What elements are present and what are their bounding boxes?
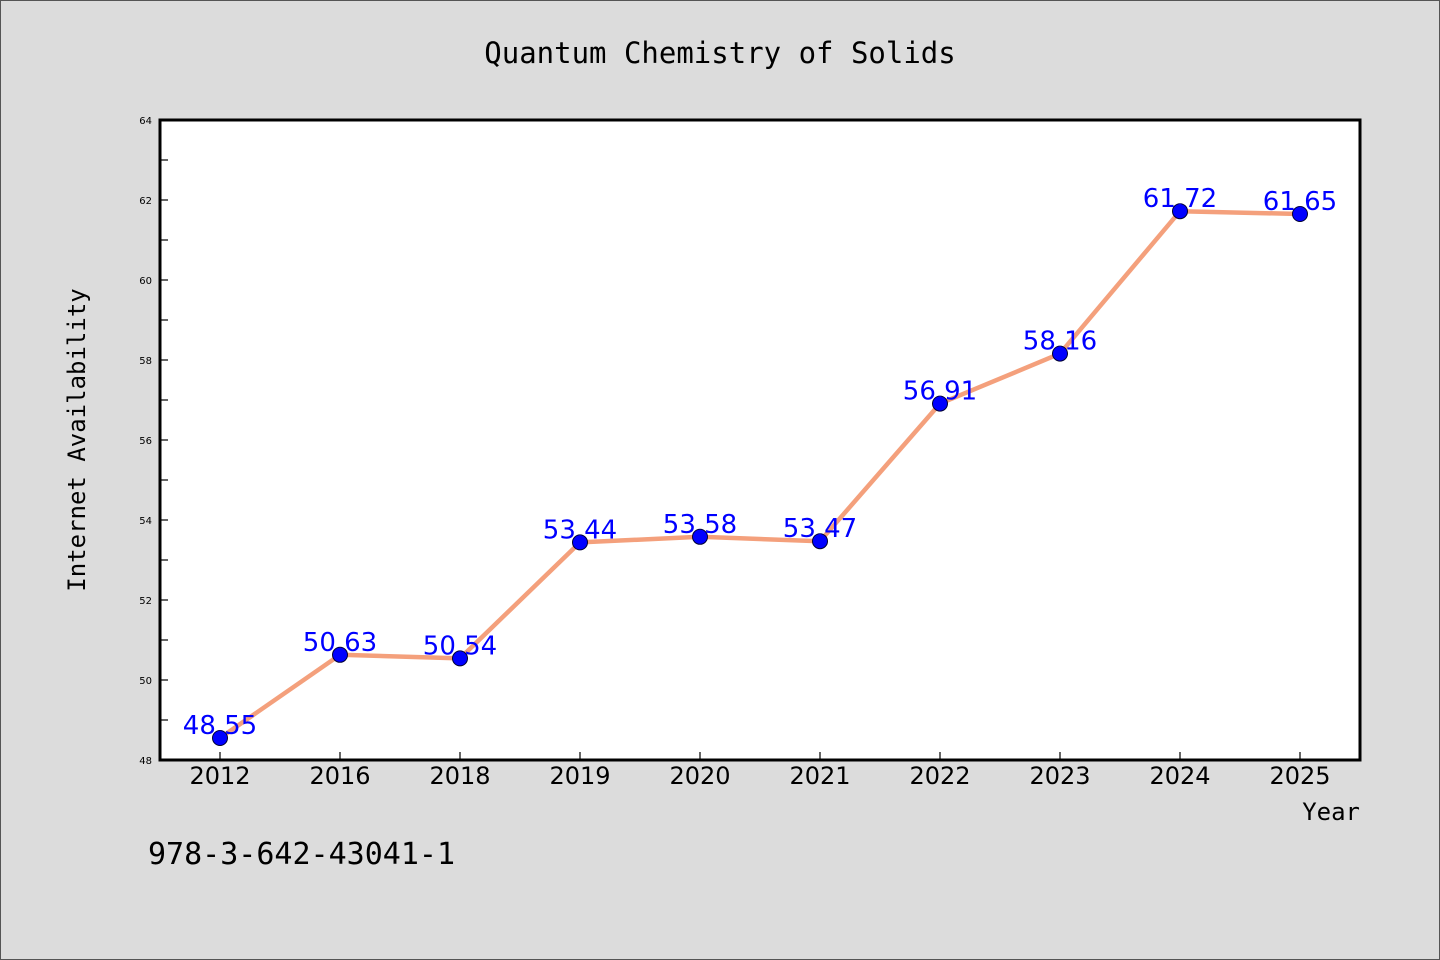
data-point: [212, 730, 228, 746]
data-label: 53.44: [543, 515, 617, 545]
data-point: [1172, 203, 1188, 220]
x-tick-label: 2021: [789, 762, 850, 790]
x-tick-label: 2020: [669, 762, 730, 790]
x-axis-label: Year: [1302, 798, 1360, 826]
x-tick-label: 2023: [1029, 762, 1090, 790]
data-label: 53.58: [663, 510, 737, 540]
x-tick-label: 2025: [1269, 762, 1330, 790]
data-point: [572, 534, 588, 551]
data-point: [812, 533, 828, 550]
x-tick-label: 2019: [549, 762, 610, 790]
series-line: [217, 208, 1303, 741]
data-label: 53.47: [783, 514, 857, 544]
data-label: 61.72: [1143, 184, 1217, 214]
y-tick-label: 58: [139, 356, 152, 367]
y-axis-label: Internet Availability: [63, 288, 91, 591]
isbn-text: 978-3-642-43041-1: [148, 837, 455, 872]
data-label: 58.16: [1023, 327, 1097, 357]
data-point: [452, 650, 468, 667]
x-tick-label: 2024: [1149, 762, 1210, 790]
data-label: 48.55: [183, 711, 257, 741]
chart-title: Quantum Chemistry of Solids: [484, 36, 955, 70]
x-tick-label: 2022: [909, 762, 970, 790]
data-point: [1292, 206, 1308, 222]
data-point: [692, 528, 708, 545]
data-point: [932, 395, 948, 412]
x-tick-label: 2012: [189, 762, 250, 790]
data-label: 56.91: [903, 377, 977, 407]
y-axis: 48 50 52 54 56 58 60 62 64: [139, 116, 168, 767]
y-tick-label: 60: [139, 276, 152, 287]
data-label: 50.54: [423, 631, 497, 661]
series-line-group: 48.55 50.63 50.54 53.44 53.58 53.47 56.91 58.16…: [183, 184, 1337, 746]
data-point: [332, 646, 348, 663]
y-tick-label: 54: [139, 516, 152, 527]
data-point: [1052, 345, 1068, 362]
y-tick-label: 62: [139, 196, 152, 207]
y-tick-label: 50: [139, 676, 152, 687]
y-tick-label: 64: [139, 116, 152, 127]
y-tick-label: 48: [139, 756, 152, 767]
x-axis: 2012 2016 2018 2019 2020 2021 2022 2023 2024 2025: [189, 752, 1331, 790]
data-label: 61.65: [1263, 187, 1337, 217]
x-tick-label: 2018: [429, 762, 490, 790]
y-tick-label: 56: [139, 436, 152, 447]
x-tick-label: 2016: [309, 762, 370, 790]
y-tick-label: 52: [139, 596, 152, 607]
data-label: 50.63: [303, 628, 377, 658]
